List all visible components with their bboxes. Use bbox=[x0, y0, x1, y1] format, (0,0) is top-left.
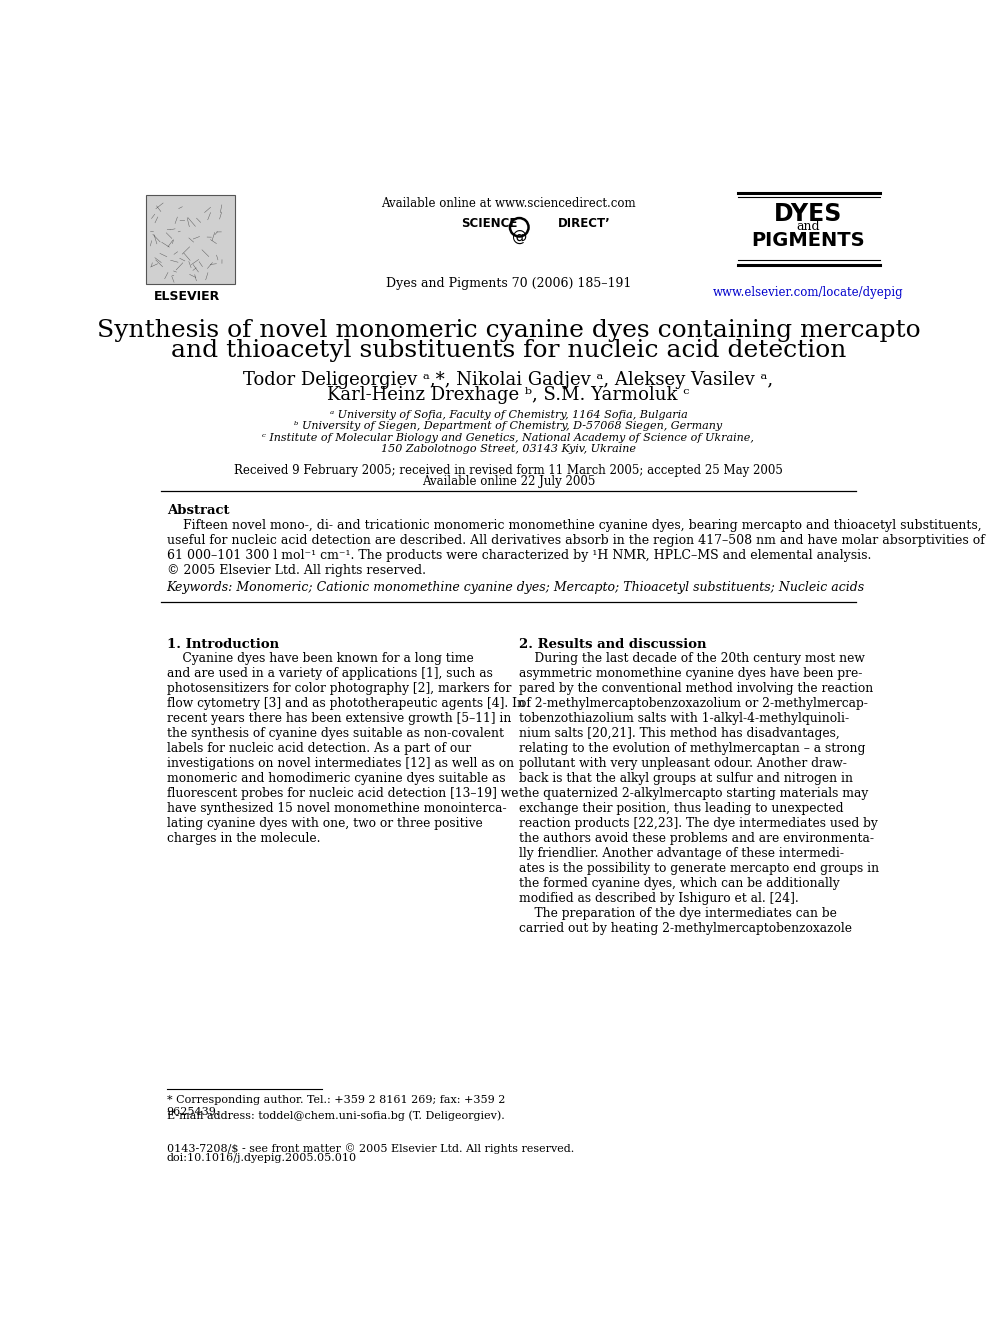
Text: Karl-Heinz Drexhage ᵇ, S.M. Yarmoluk ᶜ: Karl-Heinz Drexhage ᵇ, S.M. Yarmoluk ᶜ bbox=[327, 386, 689, 404]
Text: Available online at www.sciencedirect.com: Available online at www.sciencedirect.co… bbox=[381, 197, 636, 210]
Bar bbox=[146, 194, 235, 283]
Text: ELSEVIER: ELSEVIER bbox=[154, 290, 219, 303]
Text: Received 9 February 2005; received in revised form 11 March 2005; accepted 25 Ma: Received 9 February 2005; received in re… bbox=[234, 464, 783, 478]
Text: PIGMENTS: PIGMENTS bbox=[752, 232, 865, 250]
Text: 1. Introduction: 1. Introduction bbox=[167, 638, 279, 651]
Text: DIRECT’: DIRECT’ bbox=[558, 217, 611, 229]
Text: Todor Deligeorgiev ᵃ,*, Nikolai Gadjev ᵃ, Aleksey Vasilev ᵃ,: Todor Deligeorgiev ᵃ,*, Nikolai Gadjev ᵃ… bbox=[243, 370, 774, 389]
Text: and thioacetyl substituents for nucleic acid detection: and thioacetyl substituents for nucleic … bbox=[171, 339, 846, 363]
Text: and: and bbox=[797, 221, 820, 233]
Text: DYES: DYES bbox=[774, 202, 842, 226]
Text: * Corresponding author. Tel.: +359 2 8161 269; fax: +359 2
9625439.: * Corresponding author. Tel.: +359 2 816… bbox=[167, 1095, 505, 1117]
Text: 0143-7208/$ - see front matter © 2005 Elsevier Ltd. All rights reserved.: 0143-7208/$ - see front matter © 2005 El… bbox=[167, 1143, 574, 1154]
Text: Synthesis of novel monomeric cyanine dyes containing mercapto: Synthesis of novel monomeric cyanine dye… bbox=[96, 319, 921, 341]
Text: ᶜ Institute of Molecular Biology and Genetics, National Academy of Science of Uk: ᶜ Institute of Molecular Biology and Gen… bbox=[263, 433, 754, 443]
Text: Abstract: Abstract bbox=[167, 504, 229, 517]
Text: @: @ bbox=[512, 229, 527, 243]
Text: SCIENCE: SCIENCE bbox=[461, 217, 518, 229]
Text: 2. Results and discussion: 2. Results and discussion bbox=[519, 638, 706, 651]
Text: Dyes and Pigments 70 (2006) 185–191: Dyes and Pigments 70 (2006) 185–191 bbox=[386, 277, 631, 290]
Text: E-mail address: toddel@chem.uni-sofia.bg (T. Deligeorgiev).: E-mail address: toddel@chem.uni-sofia.bg… bbox=[167, 1110, 504, 1121]
Text: ᵇ University of Siegen, Department of Chemistry, D-57068 Siegen, Germany: ᵇ University of Siegen, Department of Ch… bbox=[295, 421, 722, 431]
Text: doi:10.1016/j.dyepig.2005.05.010: doi:10.1016/j.dyepig.2005.05.010 bbox=[167, 1152, 357, 1163]
Text: ᵃ University of Sofia, Faculty of Chemistry, 1164 Sofia, Bulgaria: ᵃ University of Sofia, Faculty of Chemis… bbox=[329, 410, 687, 419]
Text: Fifteen novel mono-, di- and tricationic monomeric monomethine cyanine dyes, bea: Fifteen novel mono-, di- and tricationic… bbox=[167, 519, 984, 577]
Text: During the last decade of the 20th century most new
asymmetric monomethine cyani: During the last decade of the 20th centu… bbox=[519, 651, 879, 934]
Text: www.elsevier.com/locate/dyepig: www.elsevier.com/locate/dyepig bbox=[713, 286, 904, 299]
Text: 150 Zabolotnogo Street, 03143 Kyiv, Ukraine: 150 Zabolotnogo Street, 03143 Kyiv, Ukra… bbox=[381, 443, 636, 454]
Text: Cyanine dyes have been known for a long time
and are used in a variety of applic: Cyanine dyes have been known for a long … bbox=[167, 651, 525, 844]
Text: Keywords: Monomeric; Cationic monomethine cyanine dyes; Mercapto; Thioacetyl sub: Keywords: Monomeric; Cationic monomethin… bbox=[167, 581, 865, 594]
Text: Available online 22 July 2005: Available online 22 July 2005 bbox=[422, 475, 595, 488]
